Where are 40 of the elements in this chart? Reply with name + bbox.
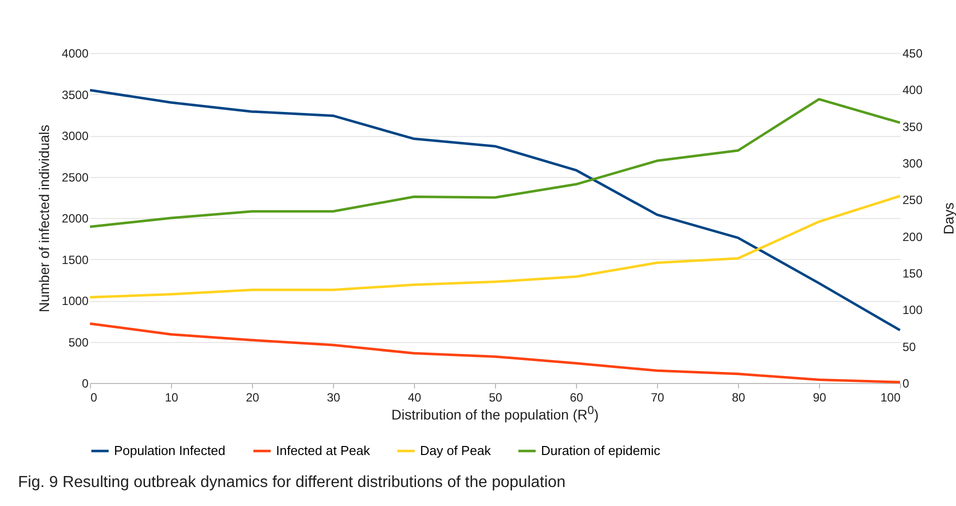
y-tick-label: 1000 — [62, 294, 89, 308]
y2-tick-label: 100 — [902, 303, 923, 318]
line-series — [88, 98, 902, 228]
y2-tick-label: 150 — [902, 266, 923, 280]
y-tick-label: 2000 — [62, 212, 89, 226]
y2-tick-label: 0 — [902, 376, 910, 390]
y2-tick-label: 350 — [902, 120, 923, 134]
y-tick-label: 3000 — [62, 129, 89, 143]
y-tick-label: 500 — [68, 335, 89, 350]
y2-tick-label: 250 — [902, 193, 923, 208]
x-tick-label: 50 — [488, 390, 502, 404]
y-axis-title: Number of infected individuals — [36, 124, 52, 312]
x-tick-label: 100 — [880, 390, 901, 404]
x-tick-label: 30 — [326, 390, 340, 404]
x-tick-label: 90 — [812, 390, 826, 404]
legend-label: Infected at Peak — [276, 443, 370, 458]
y-tick-label: 0 — [82, 376, 89, 390]
line-series — [88, 194, 902, 298]
y2-tick-label: 400 — [902, 83, 923, 98]
y2-tick-label: 200 — [902, 230, 923, 244]
y-tick-label: 1500 — [62, 252, 89, 267]
caption: Fig. 9 Resulting outbreak dynamics for different distributions of the population — [18, 474, 566, 492]
x-tick-label: 70 — [650, 390, 664, 404]
y-tick-label: 4000 — [62, 46, 89, 60]
x-tick-label: 80 — [732, 390, 746, 404]
y-tick-label: 2500 — [62, 170, 89, 184]
legend-label: Duration of epidemic — [541, 443, 661, 458]
line-series — [88, 88, 902, 332]
y2-tick-label: 50 — [902, 340, 916, 354]
y2-tick-label: 450 — [902, 46, 923, 60]
x-tick-label: 20 — [246, 390, 260, 404]
y2-tick-label: 300 — [902, 156, 923, 170]
x-axis-title: Distribution of the population (R$^{0}$) — [390, 404, 600, 423]
x-tick-label: 0 — [90, 390, 98, 404]
legend-label: Population Infected — [114, 443, 226, 458]
x-tick-label: 60 — [570, 390, 584, 404]
x-tick-label: 40 — [408, 390, 422, 404]
y-tick-label: 3500 — [62, 88, 89, 102]
x-tick-label: 10 — [164, 390, 178, 404]
legend-label: Day of Peak — [420, 443, 492, 458]
